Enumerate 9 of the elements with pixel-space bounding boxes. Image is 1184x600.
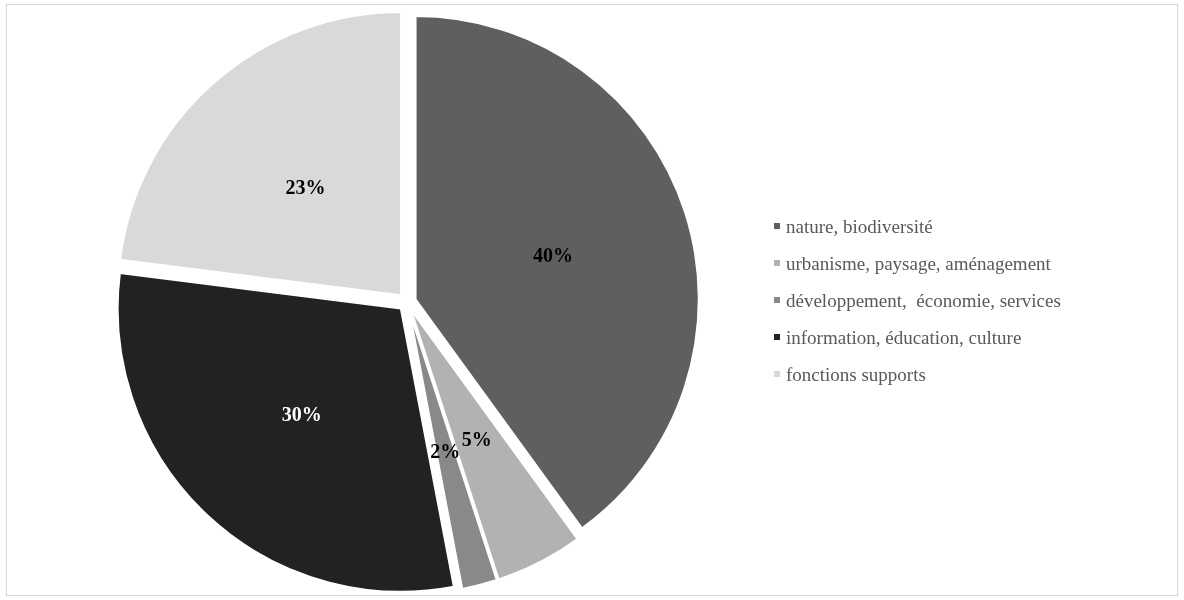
legend-label: fonctions supports <box>786 363 926 385</box>
data-label: 40% <box>533 243 574 266</box>
data-label: 23% <box>285 175 326 198</box>
legend-label: urbanisme, paysage, aménagement <box>786 252 1052 274</box>
data-label: 5% <box>461 427 492 450</box>
legend-label: nature, biodiversité <box>786 215 933 237</box>
data-label: 30% <box>281 402 322 425</box>
legend-label: développement, économie, services <box>786 289 1061 311</box>
legend-label: information, éducation, culture <box>786 326 1022 348</box>
